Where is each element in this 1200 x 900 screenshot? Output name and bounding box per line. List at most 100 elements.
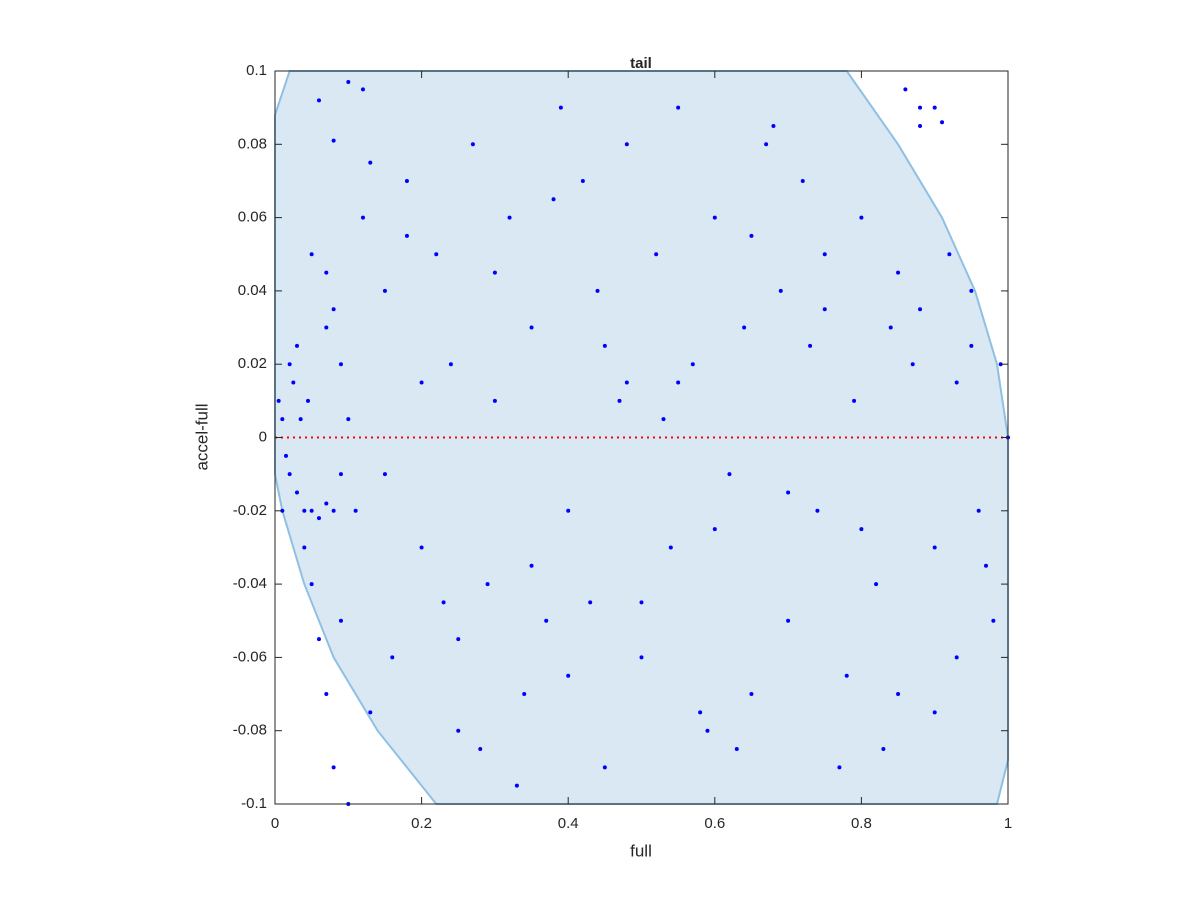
point [331, 138, 336, 143]
point [448, 362, 453, 367]
point [954, 655, 959, 660]
y-tick-label: -0.02 [233, 502, 267, 519]
point [874, 582, 879, 587]
point [294, 490, 299, 495]
point [338, 472, 343, 477]
point [888, 325, 893, 330]
point [470, 142, 475, 147]
point [742, 325, 747, 330]
y-tick-label: 0.08 [238, 135, 267, 152]
point [749, 692, 754, 697]
point [822, 252, 827, 257]
point [456, 728, 461, 733]
point [940, 120, 945, 125]
point [324, 325, 329, 330]
point [903, 87, 908, 92]
y-tick-label: 0 [259, 428, 267, 445]
point [338, 362, 343, 367]
point [991, 618, 996, 623]
point [771, 123, 776, 128]
point [324, 692, 329, 697]
x-tick-label: 0.4 [558, 815, 579, 832]
point [932, 545, 937, 550]
point [316, 516, 321, 521]
point [815, 508, 820, 513]
point [485, 582, 490, 587]
point [456, 637, 461, 642]
point [478, 747, 483, 752]
point [984, 563, 989, 568]
point [404, 178, 409, 183]
y-tick-label: -0.1 [241, 795, 267, 812]
point [309, 252, 314, 257]
point [305, 398, 310, 403]
point [309, 582, 314, 587]
point [382, 288, 387, 293]
point [346, 79, 351, 84]
point [852, 398, 857, 403]
point [896, 270, 901, 275]
y-tick-label: 0.06 [238, 209, 267, 226]
point [302, 508, 307, 513]
point [778, 288, 783, 293]
point [309, 508, 314, 513]
point [624, 142, 629, 147]
point [654, 252, 659, 257]
point [324, 501, 329, 506]
point [419, 545, 424, 550]
point [786, 618, 791, 623]
point [324, 270, 329, 275]
point [291, 380, 296, 385]
point [617, 398, 622, 403]
point [676, 105, 681, 110]
x-axis-label: full [630, 841, 652, 860]
point [800, 178, 805, 183]
point [786, 490, 791, 495]
point [896, 692, 901, 697]
point [316, 98, 321, 103]
chart-title: tail [630, 55, 652, 72]
point [331, 765, 336, 770]
point [338, 618, 343, 623]
point [441, 600, 446, 605]
point [360, 87, 365, 92]
point [492, 270, 497, 275]
point [382, 472, 387, 477]
point [837, 765, 842, 770]
point [544, 618, 549, 623]
point [580, 178, 585, 183]
point [998, 362, 1003, 367]
x-tick-label: 0.8 [851, 815, 872, 832]
point [661, 417, 666, 422]
point [602, 343, 607, 348]
point [558, 105, 563, 110]
point [749, 233, 754, 238]
point [287, 362, 292, 367]
point [698, 710, 703, 715]
point [595, 288, 600, 293]
point [353, 508, 358, 513]
point [639, 655, 644, 660]
point [668, 545, 673, 550]
point [331, 508, 336, 513]
point [331, 307, 336, 312]
point [808, 343, 813, 348]
point [734, 747, 739, 752]
point [705, 728, 710, 733]
x-tick-label: 0.6 [704, 815, 725, 832]
point [588, 600, 593, 605]
point [529, 325, 534, 330]
point [529, 563, 534, 568]
point [918, 105, 923, 110]
point [712, 527, 717, 532]
point [434, 252, 439, 257]
point [276, 398, 281, 403]
point [346, 417, 351, 422]
point [368, 160, 373, 165]
point [302, 545, 307, 550]
point [881, 747, 886, 752]
point [727, 472, 732, 477]
point [690, 362, 695, 367]
point [624, 380, 629, 385]
